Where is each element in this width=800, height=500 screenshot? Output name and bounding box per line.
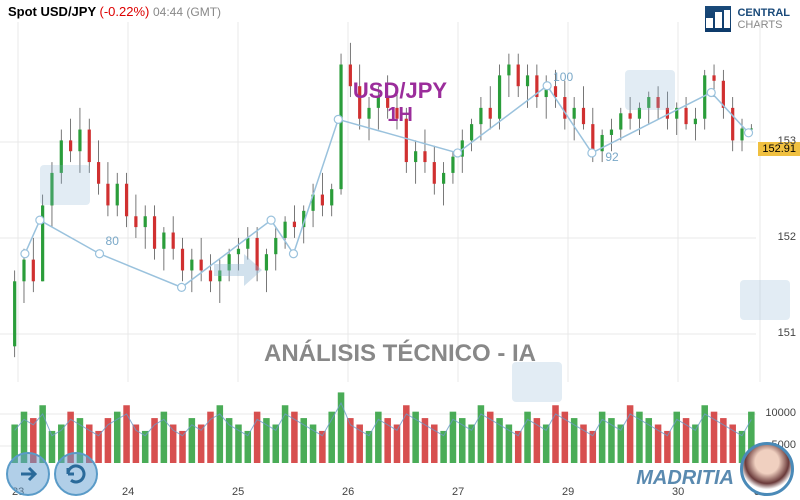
nav-controls xyxy=(6,452,98,496)
x-axis-label: 24 xyxy=(122,486,134,498)
y-axis-label: 151 xyxy=(778,327,796,339)
x-axis-label: 26 xyxy=(342,486,354,498)
nav-forward-button[interactable] xyxy=(6,452,50,496)
assistant-avatar[interactable] xyxy=(740,442,794,496)
watermark-icon xyxy=(512,362,562,402)
price-chart[interactable] xyxy=(0,22,800,382)
x-axis-label: 25 xyxy=(232,486,244,498)
watermark-icon xyxy=(740,280,790,320)
watermark-arrow-icon xyxy=(210,250,266,290)
pct-change: (-0.22%) xyxy=(100,4,150,19)
timestamp: 04:44 (GMT) xyxy=(153,5,221,19)
indicator-value-label: 80 xyxy=(106,234,119,248)
x-axis-label: 29 xyxy=(562,486,574,498)
y-axis-label: 152 xyxy=(778,231,796,243)
indicator-value-label: 100 xyxy=(553,70,573,84)
nav-refresh-button[interactable] xyxy=(54,452,98,496)
volume-axis-label: 10000 xyxy=(765,407,796,419)
y-axis-label: 153 xyxy=(778,135,796,147)
x-axis-label: 27 xyxy=(452,486,464,498)
volume-chart[interactable] xyxy=(0,382,800,477)
chart-header: Spot USD/JPY (-0.22%) 04:44 (GMT) xyxy=(8,4,221,19)
watermark-icon xyxy=(40,165,90,205)
madritia-brand: MADRITIA xyxy=(636,467,734,490)
watermark-icon xyxy=(625,70,675,110)
symbol-name: Spot USD/JPY xyxy=(8,4,96,19)
indicator-value-label: 92 xyxy=(605,150,618,164)
